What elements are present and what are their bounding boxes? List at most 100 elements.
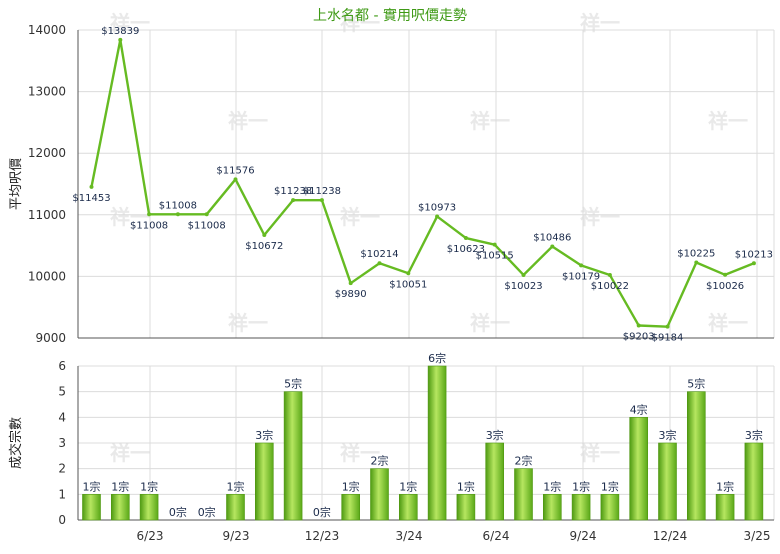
volume-bar (427, 365, 447, 521)
price-point-label: $10623 (447, 244, 485, 255)
price-point-label: $10515 (476, 251, 514, 262)
price-point-label: $10051 (389, 279, 427, 290)
volume-tick-label: 4 (58, 410, 66, 424)
x-tick-label: 12/24 (653, 529, 688, 543)
price-point (550, 244, 555, 249)
x-tick-label: 3/24 (396, 529, 423, 543)
price-point-label: $9890 (335, 289, 367, 300)
price-point-label: $11008 (188, 220, 226, 231)
volume-bar-label: 4宗 (630, 402, 648, 416)
volume-bar (715, 494, 735, 521)
price-point-label: $10022 (591, 281, 629, 292)
volume-bar (283, 391, 303, 521)
watermark-text: 祥一 (340, 11, 380, 35)
volume-bar (744, 442, 764, 521)
price-tick-label: 11000 (28, 208, 66, 222)
x-tick-label: 6/24 (483, 529, 510, 543)
price-tick-label: 13000 (28, 85, 66, 99)
price-point-label: $11453 (72, 193, 110, 204)
volume-bar-label: 3宗 (659, 428, 677, 442)
volume-tick-label: 0 (58, 513, 66, 527)
volume-bar-label: 1宗 (457, 479, 475, 493)
volume-bar (341, 494, 361, 521)
volume-bar-label: 1宗 (601, 479, 619, 493)
volume-tick-label: 2 (58, 462, 66, 476)
price-point (319, 198, 324, 203)
volume-bar-label: 6宗 (428, 351, 446, 365)
price-point (175, 212, 180, 217)
volume-bar-label: 0宗 (198, 505, 216, 519)
price-point-label: $10486 (533, 232, 571, 243)
price-point (435, 214, 440, 219)
volume-bar-label: 3宗 (486, 428, 504, 442)
volume-bar (571, 494, 591, 521)
watermark-text: 祥一 (470, 109, 510, 133)
volume-bar (542, 494, 562, 521)
volume-bar (456, 494, 476, 521)
price-point (723, 272, 728, 277)
price-point (751, 261, 756, 266)
price-point (492, 242, 497, 247)
price-point-label: $10023 (504, 281, 542, 292)
x-tick-label: 9/23 (223, 529, 250, 543)
volume-bar-label: 1宗 (543, 479, 561, 493)
price-point (377, 261, 382, 266)
price-point (291, 198, 296, 203)
volume-bar-label: 1宗 (342, 479, 360, 493)
price-point (463, 236, 468, 241)
price-point (665, 324, 670, 329)
watermark-text: 祥一 (110, 441, 150, 465)
volume-bar (82, 494, 101, 521)
price-line (90, 38, 755, 328)
bar-series (82, 365, 764, 521)
price-point (348, 281, 353, 286)
price-series (89, 37, 756, 329)
price-point (89, 184, 94, 189)
price-point-label: $9203 (623, 331, 655, 342)
volume-bar (485, 442, 505, 521)
price-point-label: $10179 (562, 271, 600, 282)
price-point-label: $10973 (418, 202, 456, 213)
volume-bar-label: 1宗 (572, 479, 590, 493)
price-point (406, 271, 411, 276)
watermark-text: 祥一 (110, 11, 150, 35)
volume-axis-title: 成交宗數 (8, 417, 24, 469)
x-tick-label: 9/24 (570, 529, 597, 543)
price-point (204, 212, 209, 217)
volume-bar (226, 494, 245, 521)
watermark-text: 祥一 (228, 311, 268, 335)
volume-bar (255, 442, 274, 521)
watermark-text: 祥一 (228, 109, 268, 133)
price-point (694, 260, 699, 265)
price-tick-label: 9000 (35, 331, 66, 345)
watermark-text: 祥一 (708, 311, 748, 335)
price-point-label: $10026 (706, 281, 744, 292)
volume-bar-label: 1宗 (140, 479, 158, 493)
price-point (262, 233, 267, 238)
volume-bar (111, 494, 130, 521)
price-point-label: $10214 (360, 249, 398, 260)
watermark-text: 祥一 (340, 441, 380, 465)
data-labels: 1宗 1宗 1宗 0宗 0宗 1宗 3宗 5宗 0宗 1宗 2宗 1宗 6宗 1宗 3宗 2宗 1宗 1宗 1宗 4宗… (72, 26, 773, 519)
volume-bar (658, 442, 677, 521)
price-point (607, 273, 612, 278)
axis-layer: 9000 10000 11000 12000 13000 14000 0 1 2 3 4 5 6 6/23… (28, 23, 774, 543)
price-point (118, 37, 123, 42)
volume-bar (398, 494, 418, 521)
watermark-text: 祥一 (340, 205, 380, 229)
volume-tick-label: 3 (58, 436, 66, 450)
volume-bar-label: 1宗 (111, 479, 129, 493)
volume-bar-label: 2宗 (515, 454, 533, 468)
price-tick-label: 10000 (28, 269, 66, 283)
volume-tick-label: 5 (58, 385, 66, 399)
volume-bar-label: 3宗 (255, 428, 273, 442)
price-point-label: $11238 (303, 186, 341, 197)
price-tick-label: 12000 (28, 146, 66, 160)
volume-bar-label: 5宗 (284, 377, 302, 391)
volume-bar-label: 0宗 (169, 505, 187, 519)
price-point-label: $11008 (130, 220, 168, 231)
x-tick-label: 6/23 (137, 529, 164, 543)
price-point-label: $11238 (274, 186, 312, 197)
volume-bar (514, 468, 533, 521)
